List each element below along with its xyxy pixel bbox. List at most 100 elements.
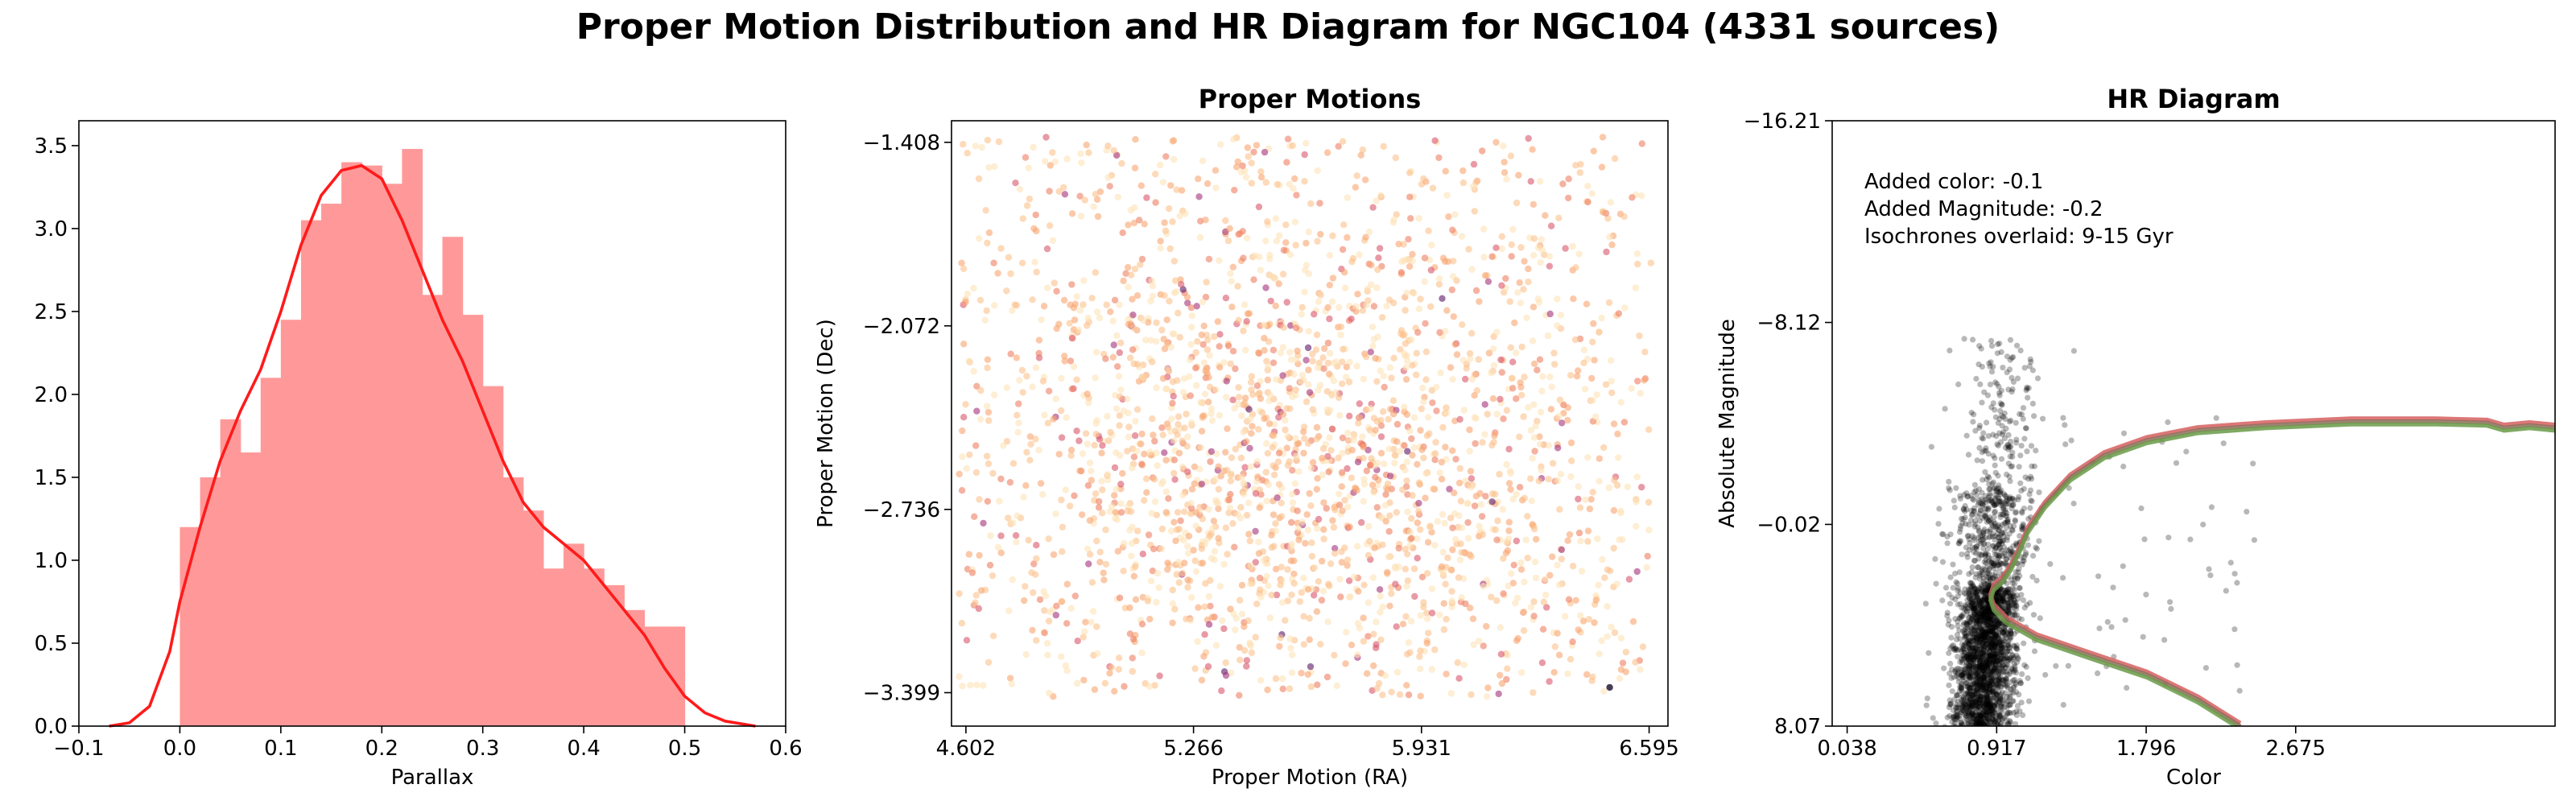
pm-point	[1214, 318, 1222, 325]
pm-point	[1140, 316, 1147, 324]
pm-point	[1497, 356, 1505, 364]
pm-point	[1079, 450, 1087, 457]
pm-point	[1501, 159, 1508, 166]
pm-point	[1011, 301, 1018, 308]
hr-point	[1996, 430, 2003, 436]
pm-point	[1058, 434, 1066, 441]
hr-point	[1984, 715, 1991, 721]
hr-point	[1985, 722, 1992, 726]
hr-point	[1967, 715, 1974, 721]
hr-point	[1997, 712, 2004, 719]
hr-point	[1977, 637, 1984, 643]
hr-point	[1984, 701, 1991, 708]
hr-point	[1979, 567, 1985, 573]
hr-point	[1995, 591, 2001, 597]
hr-point	[1988, 555, 1995, 562]
pm-point	[1126, 354, 1134, 361]
pm-point	[972, 599, 979, 606]
hr-point	[2034, 375, 2041, 382]
pm-point	[1149, 358, 1156, 365]
hr-point	[1962, 717, 1968, 724]
pm-point	[1501, 169, 1509, 176]
pm-point	[1276, 232, 1283, 239]
hr-point	[1991, 654, 1997, 660]
hr-point	[1985, 667, 1992, 674]
pm-point	[1472, 440, 1479, 448]
hr-point	[1988, 616, 1994, 622]
hr-point	[1983, 656, 1989, 663]
hr-point	[1980, 545, 1987, 552]
hr-point	[1981, 634, 1988, 641]
pm-point	[1468, 475, 1476, 482]
hr-point	[2004, 717, 2010, 724]
hr-point	[1949, 643, 1955, 650]
hr-point	[2001, 638, 2008, 645]
hr-point	[2005, 460, 2012, 467]
pm-point	[1067, 357, 1075, 365]
hr-point	[1997, 696, 2004, 704]
pm-point	[1450, 258, 1457, 265]
pm-point	[1256, 574, 1264, 582]
pm-point	[1232, 445, 1240, 453]
hr-point	[1967, 602, 1974, 609]
pm-point	[1402, 364, 1410, 371]
pm-point	[1152, 171, 1159, 178]
hr-point	[2004, 642, 2011, 648]
hr-point	[1991, 694, 1997, 700]
hr-point	[1961, 649, 1967, 655]
pm-point	[1429, 184, 1437, 192]
hr-point	[1995, 657, 2001, 663]
hr-point	[1983, 448, 1989, 454]
pm-point	[1341, 497, 1348, 504]
hr-point	[2007, 637, 2013, 643]
hr-point	[1984, 585, 1991, 592]
hr-point	[1982, 712, 1988, 719]
hr-point	[1928, 444, 1934, 450]
pm-point	[1253, 478, 1261, 485]
hr-point	[1990, 654, 1996, 660]
hr-point	[1979, 608, 1985, 614]
hr-point	[1971, 654, 1979, 660]
pm-point	[1252, 527, 1259, 535]
pm-point	[1228, 454, 1236, 461]
hr-point	[1992, 407, 1998, 413]
hr-point	[1980, 497, 1987, 504]
hr-point	[1956, 538, 1963, 544]
pm-point	[1466, 448, 1473, 455]
hr-point	[1992, 625, 1999, 631]
hr-point	[1994, 650, 2000, 657]
pm-point	[1183, 443, 1191, 450]
pm-point	[1447, 514, 1455, 522]
pm-point	[1517, 566, 1525, 573]
hr-point	[1952, 716, 1959, 723]
hr-point	[2000, 638, 2007, 644]
pm-point	[1333, 682, 1340, 689]
pm-point	[1250, 148, 1257, 156]
hr-point	[1973, 594, 1980, 601]
hr-point	[1972, 590, 1979, 597]
pm-point	[1496, 395, 1504, 403]
hr-point	[1994, 621, 2000, 628]
pm-point	[1326, 434, 1333, 441]
pm-point	[1153, 599, 1160, 606]
pm-point	[1420, 398, 1427, 406]
hr-point	[1963, 680, 1969, 687]
pm-point	[1248, 159, 1255, 167]
hr-point	[1979, 639, 1987, 646]
pm-point	[1238, 610, 1246, 617]
hr-point	[1983, 590, 1989, 597]
hr-point	[1988, 559, 1995, 567]
pm-point	[1606, 683, 1613, 691]
pm-point	[1622, 648, 1630, 656]
hr-point	[1965, 708, 1971, 715]
pm-point	[1030, 560, 1038, 568]
pm-point	[1207, 576, 1214, 584]
pm-point	[1151, 437, 1158, 445]
hr-point	[1994, 721, 2000, 726]
hr-point	[1982, 688, 1988, 695]
pm-point	[1633, 522, 1640, 530]
pm-point	[1158, 545, 1166, 552]
hr-point	[2011, 654, 2017, 661]
hr-point	[2012, 663, 2018, 670]
pm-point	[1293, 356, 1300, 363]
